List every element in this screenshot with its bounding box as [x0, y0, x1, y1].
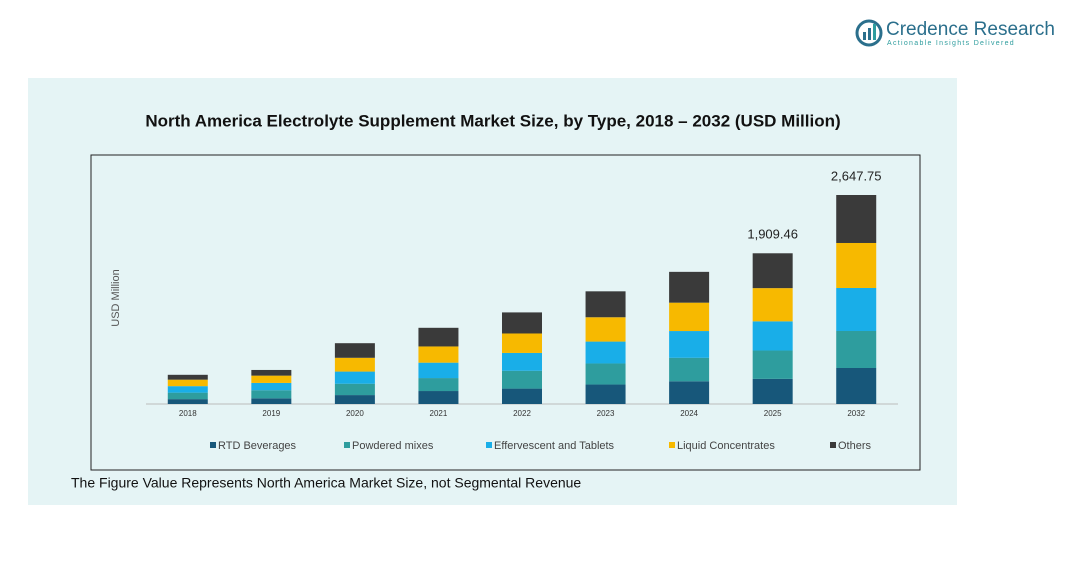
bar-segment [752, 350, 793, 379]
bar-segment [502, 312, 542, 334]
bar-segment [167, 374, 208, 380]
bar-segment [418, 391, 459, 404]
bar-segment [585, 384, 626, 404]
bar-segment [251, 382, 292, 391]
bar-segment [251, 369, 292, 376]
bar-segment [334, 343, 375, 358]
y-axis-label: USD Million [110, 269, 122, 326]
legend-label: Effervescent and Tablets [494, 440, 615, 452]
brand: Credence Research [886, 19, 1055, 40]
legend-swatch [210, 442, 216, 448]
bar-segment [669, 357, 710, 382]
x-tick-label: 2021 [430, 409, 448, 418]
bar-segment [334, 371, 375, 384]
chart-title: North America Electrolyte Supplement Mar… [145, 111, 840, 130]
bar-segment [752, 321, 793, 351]
bar-segment [752, 253, 793, 289]
bar-segment [167, 392, 208, 400]
legend-swatch [344, 442, 350, 448]
bar-segment [502, 370, 542, 389]
bar-segment [585, 291, 626, 318]
x-tick-label: 2024 [680, 409, 698, 418]
logo-icon-bar [868, 28, 871, 40]
bar-segment [418, 346, 459, 363]
logo-icon-bar [873, 24, 876, 40]
bar-segment [167, 399, 208, 404]
bar-segment [334, 395, 375, 404]
bar-segment [167, 386, 208, 393]
legend-swatch [669, 442, 675, 448]
footnote: The Figure Value Represents North Americ… [71, 475, 581, 491]
x-tick-label: 2032 [847, 409, 865, 418]
bar-segment [502, 388, 542, 404]
bar-segment [585, 317, 626, 342]
bar-segment [669, 381, 710, 404]
logo-icon-bar [863, 32, 866, 40]
bar-segment [251, 375, 292, 383]
x-tick-label: 2025 [764, 409, 782, 418]
tagline: Actionable Insights Delivered [887, 40, 1015, 47]
x-tick-label: 2018 [179, 409, 197, 418]
legend-swatch [486, 442, 492, 448]
panel [28, 78, 957, 505]
chart-frame [90, 154, 921, 471]
legend-label: Others [838, 440, 872, 452]
bar-segment [418, 378, 459, 392]
x-tick-label: 2022 [513, 409, 531, 418]
bar-segment [752, 378, 793, 404]
bar-segment [836, 367, 877, 404]
bar-segment [669, 302, 710, 332]
total-label: 2,647.75 [831, 168, 882, 183]
x-tick-label: 2019 [262, 409, 280, 418]
bar-segment [669, 331, 710, 358]
bar-segment [418, 362, 459, 379]
bar-segment [251, 390, 292, 399]
bar-segment [502, 352, 542, 371]
bar-segment [585, 341, 626, 364]
legend-swatch [830, 442, 836, 448]
bar-segment [836, 195, 877, 243]
bar-segment [251, 398, 292, 404]
bar-segment [334, 357, 375, 372]
logo: Credence Research Actionable Insights De… [855, 19, 1055, 47]
x-tick-label: 2023 [597, 409, 615, 418]
bar-segment [334, 383, 375, 396]
logo-icon [855, 19, 883, 47]
bar-segment [752, 288, 793, 322]
bar-segment [836, 287, 877, 331]
x-tick-label: 2020 [346, 409, 364, 418]
bar-segment [585, 363, 626, 385]
legend-label: Liquid Concentrates [677, 440, 775, 452]
legend-label: Powdered mixes [352, 440, 434, 452]
legend-label: RTD Beverages [218, 440, 297, 452]
bar-segment [167, 379, 208, 387]
bar-segment [418, 327, 459, 347]
bar-segment [836, 330, 877, 368]
bar-segment [836, 242, 877, 288]
total-label: 1,909.46 [747, 227, 798, 242]
bar-segment [669, 271, 710, 303]
bar-segment [502, 333, 542, 353]
